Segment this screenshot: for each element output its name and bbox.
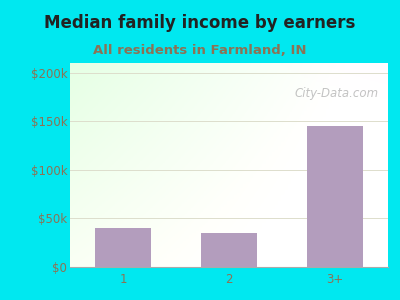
Bar <box>96 228 150 267</box>
Text: All residents in Farmland, IN: All residents in Farmland, IN <box>93 44 307 56</box>
Bar <box>202 233 256 267</box>
Text: Median family income by earners: Median family income by earners <box>44 14 356 32</box>
Bar <box>308 126 362 267</box>
Text: City-Data.com: City-Data.com <box>294 88 378 100</box>
